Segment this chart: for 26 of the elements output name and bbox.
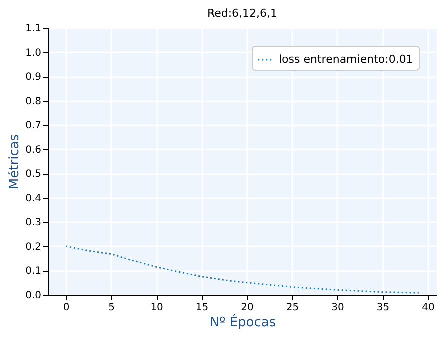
- y-tick-label: 0.2: [26, 242, 42, 253]
- y-tick-label: 0.8: [26, 96, 42, 108]
- y-tick-label: 0.3: [26, 218, 42, 229]
- y-tick-label: 0.5: [26, 169, 42, 180]
- x-tick-label: 10: [150, 302, 164, 314]
- x-tick-label: 5: [108, 302, 116, 314]
- y-axis-title: Métricas: [8, 134, 23, 190]
- x-tick-label: 15: [196, 302, 209, 314]
- x-tick-label: 35: [376, 302, 390, 314]
- x-tick-label: 40: [422, 302, 435, 314]
- x-tick-label: 0: [63, 302, 70, 314]
- legend-label: loss entrenamiento:0.01: [279, 53, 414, 66]
- y-tick-label: 0.1: [26, 266, 42, 278]
- y-tick-label: 0.0: [26, 290, 42, 302]
- line-series: [65, 246, 420, 294]
- y-tick-label: 0.7: [26, 120, 42, 132]
- y-tick-label: 0.4: [26, 193, 42, 204]
- chart-title: Red:6,12,6,1: [207, 7, 278, 20]
- y-tick-label: 1.1: [26, 24, 42, 34]
- x-axis-title: Nº Épocas: [210, 314, 276, 330]
- x-tick-label: 30: [332, 302, 344, 314]
- x-tick-label: 20: [241, 302, 254, 314]
- y-tick-label: 1.0: [26, 48, 42, 59]
- x-tick-label: 25: [286, 302, 300, 314]
- y-tick-label: 0.6: [26, 144, 42, 156]
- y-tick-label: 0.9: [26, 72, 42, 84]
